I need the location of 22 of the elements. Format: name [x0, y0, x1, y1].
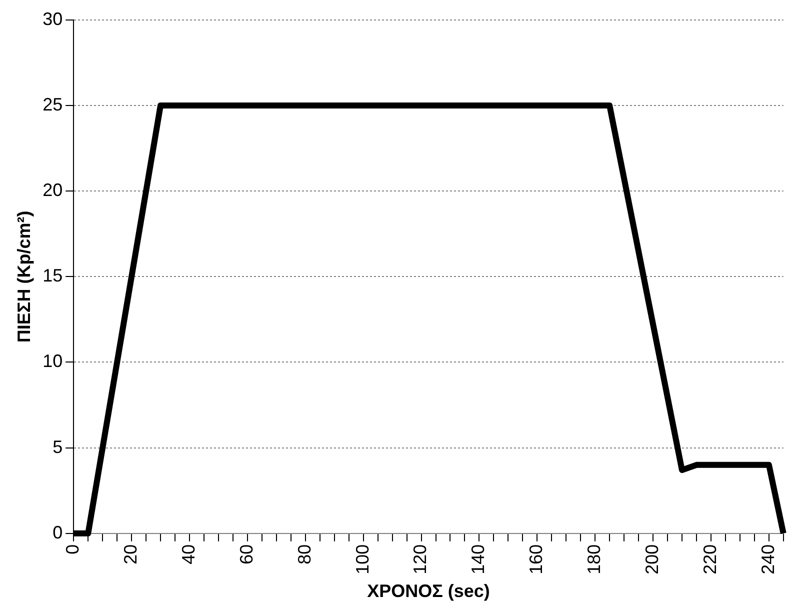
y-tick-label: 5: [52, 436, 63, 457]
x-axis-title: ΧΡΟΝΟΣ (sec): [367, 581, 490, 602]
x-tick-label: 240: [758, 544, 778, 574]
x-tick-label: 200: [642, 544, 662, 574]
y-tick-label: 10: [42, 351, 63, 372]
y-tick-label: 20: [42, 180, 63, 200]
x-tick-label: 120: [410, 544, 430, 574]
x-tick-label: 160: [526, 544, 546, 574]
x-tick-label: 60: [236, 544, 256, 564]
y-axis-title: ΠΙΕΣΗ (Kp/cm²): [14, 210, 34, 343]
x-tick-label: 80: [294, 544, 314, 564]
x-tick-label: 20: [120, 544, 141, 564]
x-tick-label: 40: [178, 544, 198, 564]
x-tick-label: 220: [700, 544, 720, 574]
x-tick-label: 140: [468, 544, 488, 574]
y-tick-label: 15: [42, 266, 63, 286]
y-tick-label: 0: [52, 522, 63, 542]
x-tick-label: 0: [62, 544, 83, 554]
y-tick-label: 25: [42, 94, 63, 115]
x-tick-label: 100: [352, 544, 372, 574]
x-tick-label: 180: [584, 544, 604, 574]
y-tick-label: 30: [42, 8, 63, 29]
